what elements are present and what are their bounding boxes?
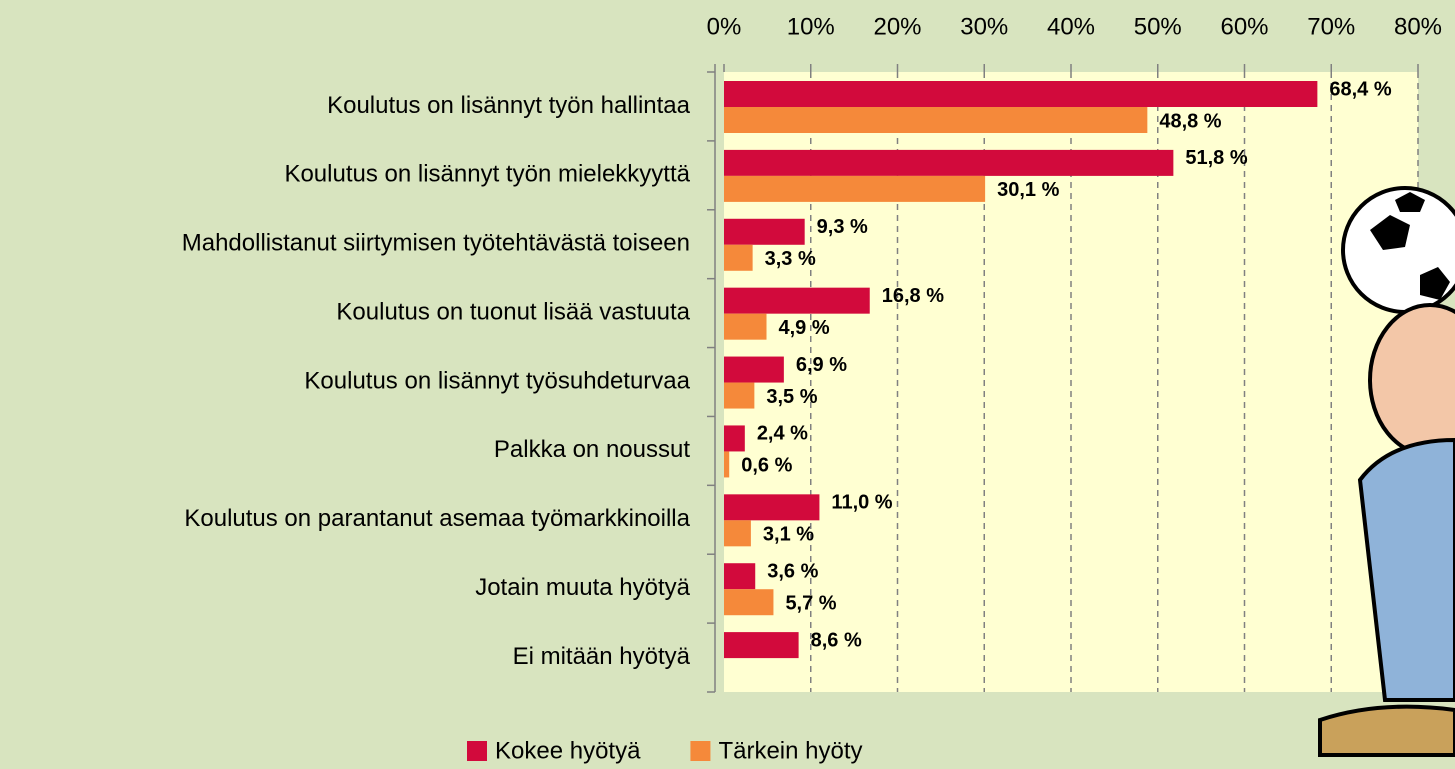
category-label: Palkka on noussut xyxy=(494,436,690,463)
category-label: Jotain muuta hyötyä xyxy=(475,574,690,601)
x-tick-label: 50% xyxy=(1134,13,1182,40)
value-label: 30,1 % xyxy=(997,179,1059,201)
value-label: 3,6 % xyxy=(767,561,818,583)
bar xyxy=(724,563,756,590)
value-label: 6,9 % xyxy=(796,354,847,376)
category-label: Koulutus on lisännyt työn mielekkyyttä xyxy=(284,161,690,188)
value-label: 3,1 % xyxy=(763,524,814,546)
value-label: 4,9 % xyxy=(779,317,830,339)
value-label: 16,8 % xyxy=(882,285,944,307)
bar xyxy=(724,107,1148,133)
legend-swatch xyxy=(467,741,487,761)
bar xyxy=(724,287,870,314)
bar xyxy=(724,382,755,409)
bar xyxy=(724,244,753,271)
legend-label: Kokee hyötyä xyxy=(495,737,641,764)
x-tick-label: 80% xyxy=(1394,13,1442,40)
category-label: Ei mitään hyötyä xyxy=(513,643,691,670)
x-tick-label: 60% xyxy=(1220,13,1268,40)
bar xyxy=(724,313,767,340)
bar xyxy=(724,520,751,547)
bar xyxy=(724,149,1174,176)
category-label: Mahdollistanut siirtymisen työtehtävästä… xyxy=(182,230,690,257)
bar xyxy=(724,218,805,245)
cartoon xyxy=(1318,186,1455,757)
value-label: 8,6 % xyxy=(811,629,862,651)
value-label: 48,8 % xyxy=(1159,110,1221,132)
value-label: 0,6 % xyxy=(741,455,792,477)
legend-label: Tärkein hyöty xyxy=(718,737,862,764)
bar xyxy=(724,632,799,659)
bar xyxy=(724,451,730,478)
x-tick-label: 70% xyxy=(1307,13,1355,40)
value-label: 11,0 % xyxy=(831,492,892,514)
value-label: 3,5 % xyxy=(766,386,817,408)
legend-swatch xyxy=(690,741,711,761)
bar xyxy=(724,356,784,383)
x-tick-label: 10% xyxy=(787,13,835,40)
x-tick-label: 30% xyxy=(960,13,1008,40)
bar xyxy=(724,494,820,521)
x-tick-label: 40% xyxy=(1047,13,1095,40)
value-label: 51,8 % xyxy=(1185,147,1247,169)
category-label: Koulutus on lisännyt työsuhdeturvaa xyxy=(304,367,690,394)
bar xyxy=(724,175,986,202)
bar xyxy=(724,81,1318,107)
bar xyxy=(724,589,774,616)
value-label: 68,4 % xyxy=(1329,78,1391,100)
category-label: Koulutus on lisännyt työn hallintaa xyxy=(327,92,691,119)
value-label: 2,4 % xyxy=(757,423,808,445)
category-label: Koulutus on parantanut asemaa työmarkkin… xyxy=(184,505,690,532)
value-label: 9,3 % xyxy=(817,216,868,238)
category-label: Koulutus on tuonut lisää vastuuta xyxy=(336,298,690,325)
bar xyxy=(724,425,745,452)
x-tick-label: 0% xyxy=(707,13,742,40)
value-label: 5,7 % xyxy=(785,593,836,615)
value-label: 3,3 % xyxy=(765,248,816,270)
x-tick-label: 20% xyxy=(873,13,921,40)
